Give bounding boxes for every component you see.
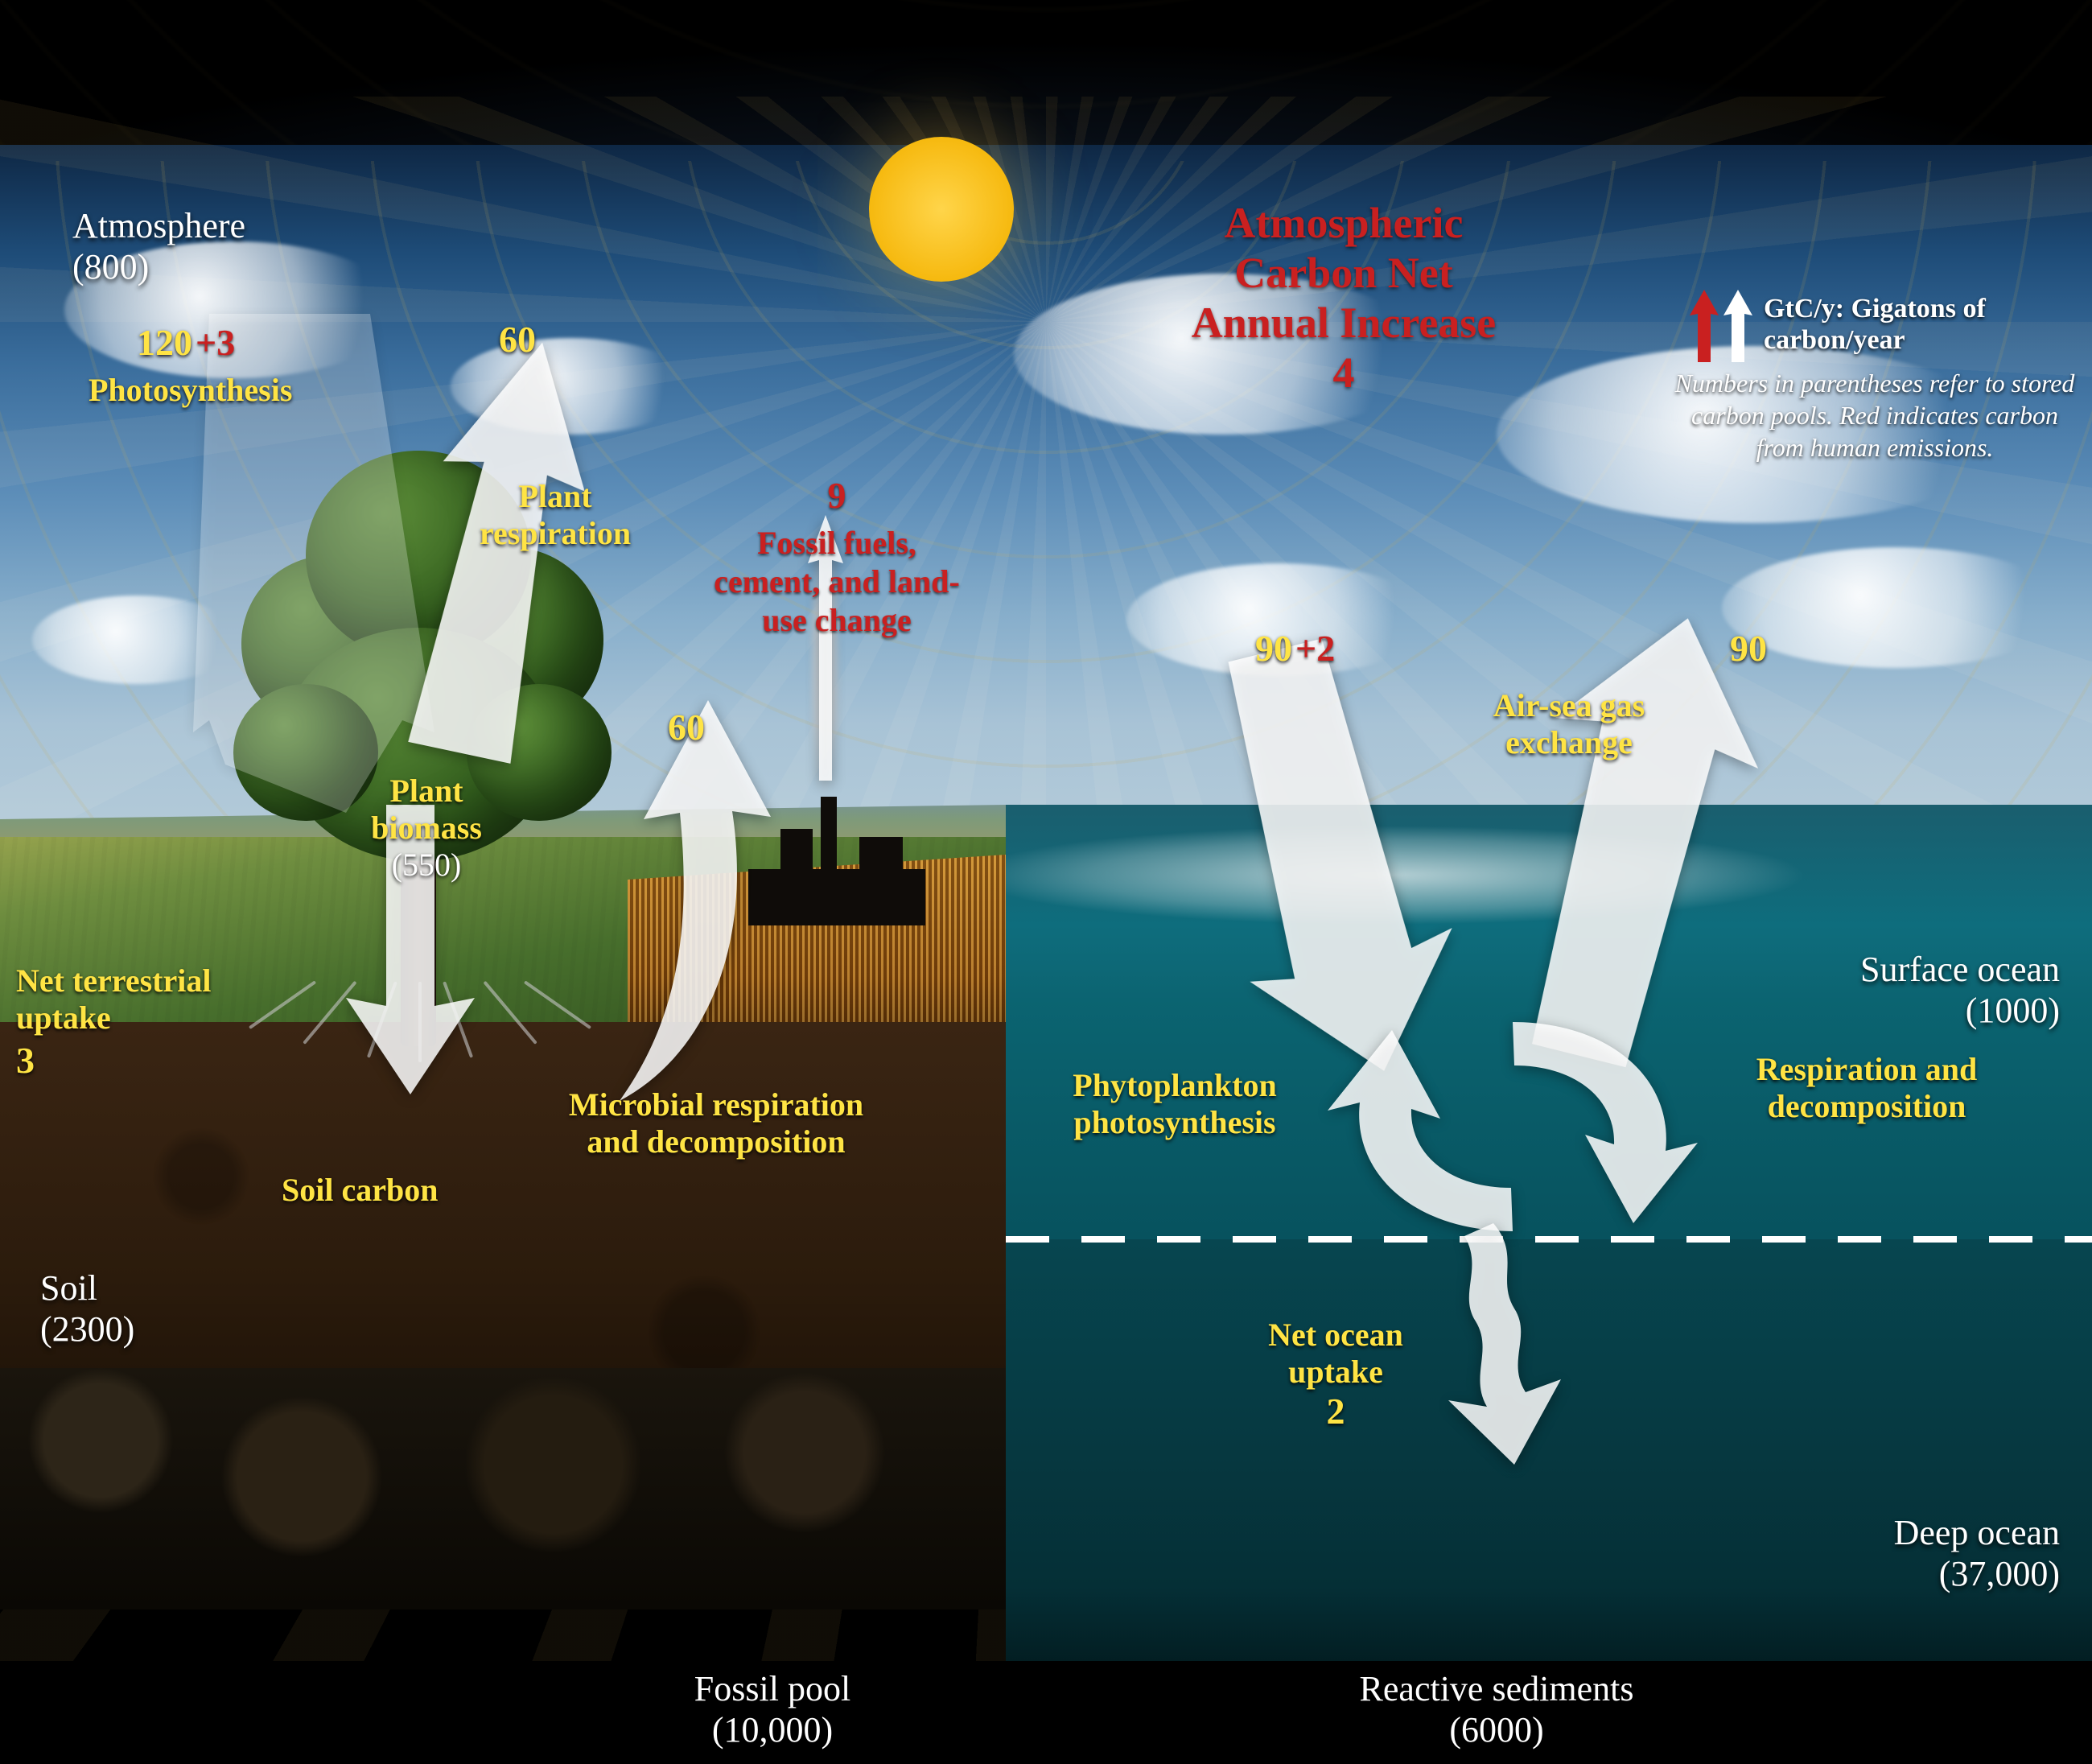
value: (37,000)	[1786, 1554, 2060, 1595]
flux-photosynthesis-num: 120 +3	[137, 322, 235, 365]
pool-fossil: Fossil pool (10,000)	[612, 1669, 933, 1750]
flux-net-ocean: Net ocean uptake 2	[1231, 1317, 1440, 1433]
carbon-cycle-diagram: Atmosphere (800) Soil (2300) Surface oce…	[0, 0, 2092, 1764]
flux-microbial-num: 60	[668, 707, 705, 749]
flux-photosynthesis-label: Photosynthesis	[89, 372, 292, 409]
pool-atmosphere: Atmosphere (800)	[72, 206, 245, 287]
pool-reactive-sediments: Reactive sediments (6000)	[1271, 1669, 1722, 1750]
flux-air-sea-label: Air-sea gas exchange	[1440, 687, 1698, 761]
factory-icon	[748, 797, 925, 925]
legend-arrow-white	[1723, 290, 1752, 362]
value: (10,000)	[712, 1710, 833, 1750]
human-add: +3	[196, 322, 235, 363]
flux-air-sea-down-num: 90 +2	[1255, 628, 1335, 670]
value: (550)	[392, 847, 462, 883]
flux-fossil-fuels: 9 Fossil fuels, cement, and land-use cha…	[708, 475, 966, 640]
flux-soil-carbon-label: Soil carbon	[282, 1172, 438, 1209]
value: (2300)	[40, 1309, 134, 1350]
pool-surface-ocean: Surface ocean (1000)	[1770, 950, 2060, 1031]
label: Surface ocean	[1860, 950, 2060, 989]
value: 120	[137, 322, 192, 363]
legend-note: Numbers in parentheses refer to stored c…	[1666, 367, 2084, 464]
title-line-0: Atmospheric	[1225, 199, 1464, 247]
title-block: Atmospheric Carbon Net Annual Increase 4	[1094, 198, 1593, 398]
label: Net terrestrial uptake	[16, 962, 274, 1037]
label: Fossil fuels, cement, and land-use chang…	[708, 524, 966, 640]
value: 9	[708, 475, 966, 517]
label: Fossil pool	[694, 1669, 850, 1708]
flux-microbial-label: Microbial respiration and decomposition	[547, 1086, 885, 1160]
flux-net-terrestrial: Net terrestrial uptake 3	[16, 962, 274, 1082]
flux-ocean-resp-label: Respiration and decomposition	[1714, 1051, 2020, 1125]
title-line-2: Annual Increase	[1192, 299, 1497, 347]
sun-icon	[869, 137, 1014, 282]
label: Soil	[40, 1268, 97, 1308]
flux-plant-biomass: Plant biomass (550)	[338, 773, 515, 884]
rock-layer	[0, 1368, 1006, 1609]
arrow-microbial-respiration	[563, 700, 772, 1102]
title-line-1: Carbon Net	[1234, 249, 1452, 297]
label: Reactive sediments	[1360, 1669, 1634, 1708]
pool-deep-ocean: Deep ocean (37,000)	[1786, 1513, 2060, 1594]
label: Net ocean uptake	[1231, 1317, 1440, 1391]
legend-arrow-red	[1690, 290, 1719, 362]
legend-unit: GtC/y: Gigatons of carbon/year	[1764, 293, 2069, 356]
value: 2	[1231, 1391, 1440, 1433]
value: (1000)	[1770, 991, 2060, 1032]
label: Plant biomass	[371, 773, 482, 846]
flux-plant-resp-label: Plant respiration	[451, 478, 660, 552]
human-add: +2	[1295, 628, 1335, 669]
bottom-band	[0, 1661, 2092, 1764]
title-value: 4	[1333, 348, 1355, 397]
value: (6000)	[1449, 1710, 1543, 1750]
pool-soil: Soil (2300)	[40, 1268, 134, 1350]
flux-phyto-label: Phytoplankton photosynthesis	[1022, 1067, 1328, 1141]
value: (800)	[72, 247, 245, 288]
flux-air-sea-up-num: 90	[1730, 628, 1767, 670]
label: Atmosphere	[72, 206, 245, 245]
label: Deep ocean	[1894, 1513, 2060, 1552]
value: 90	[1255, 628, 1292, 669]
value: 3	[16, 1040, 274, 1082]
flux-plant-resp-num: 60	[499, 319, 536, 361]
